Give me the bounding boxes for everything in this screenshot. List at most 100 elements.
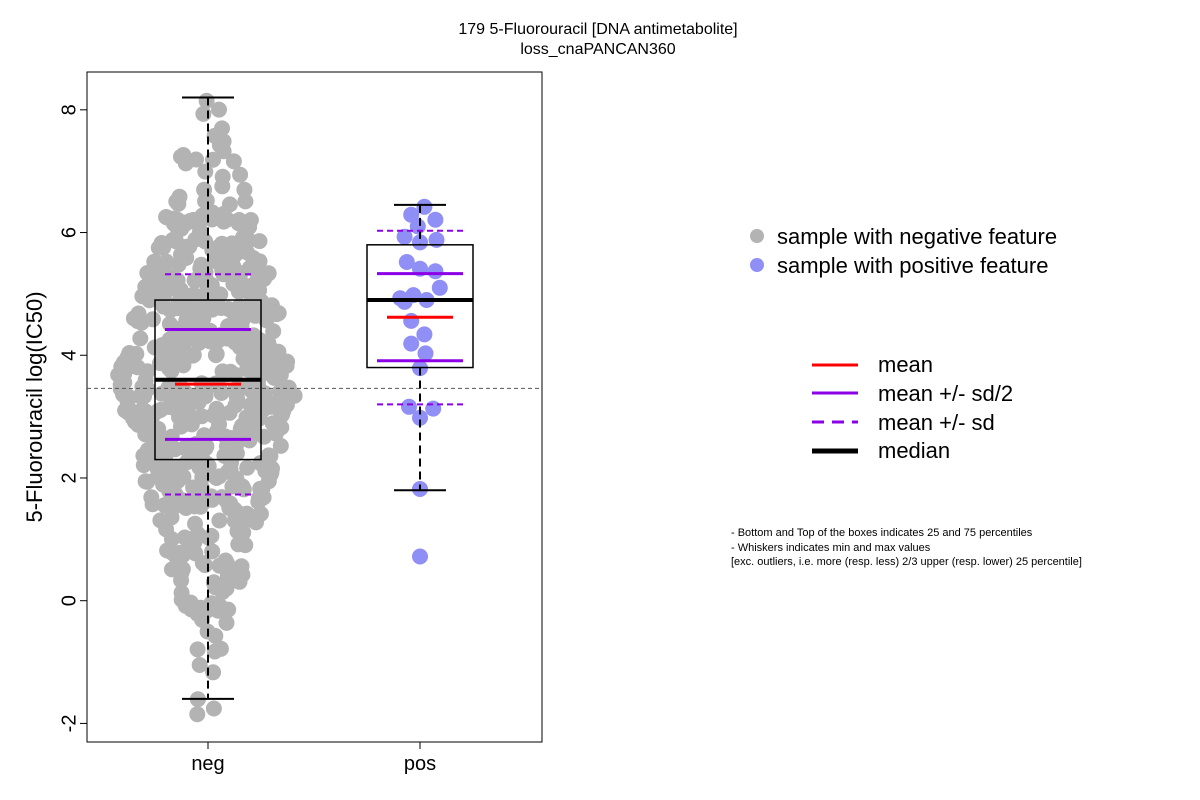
neg-point [215,133,232,150]
legend-sd-label: mean +/- sd [878,410,995,435]
neg-point [236,242,253,259]
x-tick-label: neg [191,753,224,775]
y-axis: -2 0 2 4 6 8 [58,104,88,733]
neg-point [232,265,249,282]
neg-point [137,426,154,443]
neg-point [158,253,175,270]
chart-subtitle: loss_cnaPANCAN360 [520,41,675,58]
neg-point [125,310,142,327]
pos-point [412,234,428,251]
neg-point [214,120,230,137]
neg-point [233,558,250,575]
neg-point [153,385,170,402]
neg-point [237,537,254,554]
neg-point [156,497,173,514]
neg-point [158,209,175,225]
pos-point [403,312,420,329]
neg-point [147,454,164,471]
x-tick-label: pos [404,753,436,775]
neg-point [214,178,231,195]
legend-mean-label: mean [878,352,933,377]
neg-point [197,163,214,180]
pos-point [425,400,442,417]
neg-point [173,148,189,165]
neg-point [156,431,173,447]
pos-point [396,228,413,245]
neg-point [211,512,228,529]
points-layer [110,92,448,723]
neg-point [187,545,204,562]
neg-point [155,239,172,256]
neg-point [203,527,220,544]
note-line-1: - Bottom and Top of the boxes indicates … [731,527,1033,539]
neg-point [267,425,284,442]
y-tick-label: 2 [58,472,80,483]
neg-point [197,300,214,317]
neg-point [231,212,248,228]
pos-point [412,409,428,426]
pos-point [401,398,417,415]
neg-point [225,153,242,170]
neg-point [211,101,227,118]
y-tick-label: -2 [58,715,80,733]
pos-point [412,548,428,565]
note-line-2: - Whiskers indicates min and max values [731,542,931,554]
pos-point [428,231,445,248]
neg-point [206,242,222,258]
neg-point [256,265,273,282]
neg-point [218,614,235,631]
neg-point [189,605,206,622]
neg-point [208,346,225,362]
point-legend: sample with negative feature sample with… [750,224,1057,278]
neg-point [143,489,160,506]
neg-point [265,355,282,372]
neg-point [174,561,191,578]
neg-point [205,664,222,681]
box-layer [154,96,474,700]
neg-point [196,427,213,444]
neg-point [208,423,225,440]
neg-point [155,298,172,315]
legend-negative-label: sample with negative feature [777,224,1057,249]
neg-point [198,457,215,474]
neg-point [172,378,189,395]
neg-point [278,357,295,374]
neg-point [173,220,190,237]
neg-point [259,452,276,469]
neg-point [175,494,192,511]
pos-point [403,335,420,352]
pos-point [398,254,415,270]
neg-point [134,378,151,395]
neg-point [258,312,275,329]
neg-point [137,403,154,420]
neg-point [163,335,180,352]
neg-point [149,403,166,420]
neg-point [236,331,253,348]
neg-point [232,166,249,183]
neg-point [152,512,169,529]
neg-point [229,523,246,540]
neg-point [120,400,137,417]
neg-point [193,408,210,425]
neg-point [239,459,256,476]
pos-point [427,263,444,280]
neg-point [272,437,289,454]
neg-point [236,181,253,198]
neg-point [242,397,259,414]
neg-point [205,574,222,591]
legend-negative-marker [750,229,764,243]
neg-point [227,397,244,414]
neg-point [204,543,221,560]
note-line-3: [exc. outliers, i.e. more (resp. less) 2… [731,556,1082,568]
y-axis-label: 5-Fluorouracil log(IC50) [22,291,47,522]
neg-point [230,283,247,300]
neg-point [132,330,149,347]
neg-point [227,382,244,399]
neg-point [251,335,268,352]
neg-point [212,640,229,657]
notes: - Bottom and Top of the boxes indicates … [731,527,1082,568]
neg-point [231,573,248,590]
neg-point [112,376,129,393]
legend-half-sd-label: mean +/- sd/2 [878,381,1013,406]
